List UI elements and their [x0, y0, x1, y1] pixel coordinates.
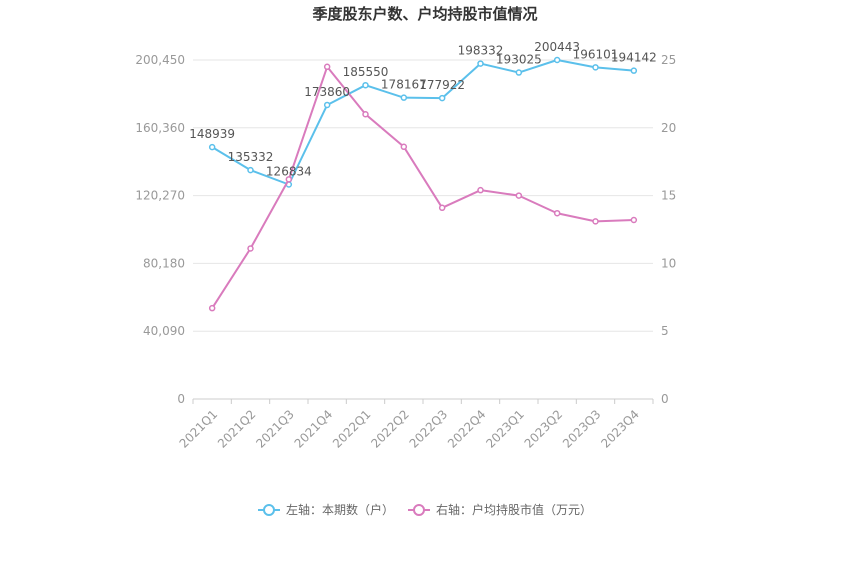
- x-tick-label: 2021Q2: [215, 407, 259, 451]
- data-label: 135332: [228, 150, 274, 164]
- data-label: 193025: [496, 53, 542, 67]
- data-label: 198332: [458, 44, 504, 58]
- data-point-1: [438, 94, 446, 102]
- right-tick-label: 20: [661, 121, 676, 135]
- grid: [193, 59, 653, 332]
- left-tick-label: 0: [177, 392, 185, 406]
- data-point-1: [247, 166, 254, 174]
- x-tick-label: 2023Q2: [522, 407, 566, 451]
- data-point-2: [630, 216, 638, 224]
- data-point-1: [630, 67, 638, 74]
- legend-marker: [263, 504, 275, 516]
- right-tick-label: 0: [661, 392, 669, 406]
- left-tick-label: 40,090: [143, 324, 185, 338]
- data-point-2: [400, 143, 408, 151]
- data-label: 178167: [381, 78, 427, 92]
- chart-title: 季度股东户数、户均持股市值情况: [312, 5, 537, 23]
- data-point-1: [477, 60, 484, 67]
- x-tick-label: 2022Q3: [407, 407, 451, 451]
- data-point-2: [208, 304, 216, 312]
- data-point-2: [247, 245, 254, 252]
- x-tick-label: 2021Q3: [253, 407, 297, 451]
- data-point-1: [323, 101, 331, 109]
- data-label: 173860: [304, 85, 350, 99]
- data-point-2: [553, 209, 561, 217]
- x-tick-label: 2022Q1: [330, 407, 374, 451]
- right-tick-label: 25: [661, 53, 676, 67]
- data-point-2: [438, 204, 446, 212]
- left-axis: 0 40,090 80,180 120,270 160,360 200,450: [135, 53, 185, 406]
- data-point-2: [477, 186, 484, 194]
- legend-item-2[interactable]: 右轴：户均持股市值（万元）: [408, 502, 592, 517]
- x-tick-label: 2023Q4: [598, 407, 642, 451]
- data-label: 194142: [611, 51, 657, 65]
- x-tick-label: 2022Q2: [368, 407, 412, 451]
- data-label: 177922: [419, 78, 465, 92]
- data-point-2: [362, 110, 369, 118]
- left-tick-label: 120,270: [135, 189, 185, 203]
- left-tick-label: 200,450: [135, 53, 185, 67]
- data-point-2: [592, 218, 599, 225]
- x-tick-label: 2023Q1: [483, 407, 527, 451]
- left-tick-label: 80,180: [143, 256, 185, 270]
- data-point-1: [362, 81, 369, 89]
- data-label: 126834: [266, 164, 312, 178]
- series-layer: [208, 56, 638, 312]
- legend-marker: [413, 504, 425, 516]
- legend-item-1[interactable]: 左轴：本期数（户）: [258, 502, 394, 517]
- x-tick-label: 2021Q4: [292, 407, 336, 451]
- right-tick-label: 15: [661, 189, 676, 203]
- data-point-1: [592, 64, 599, 71]
- series-line-1: [211, 59, 634, 186]
- data-point-1: [553, 56, 561, 64]
- x-axis: 2021Q12021Q22021Q32021Q42022Q12022Q22022…: [177, 398, 654, 451]
- x-tick-label: 2022Q4: [445, 407, 489, 451]
- data-point-1: [515, 69, 523, 76]
- data-label: 185550: [343, 65, 389, 79]
- legend-label: 右轴：户均持股市值（万元）: [436, 502, 592, 517]
- right-axis: 0 5 10 15 20 25: [661, 53, 676, 406]
- data-label: 148939: [189, 127, 235, 141]
- data-label: 196101: [573, 47, 619, 61]
- data-point-2: [323, 63, 331, 71]
- data-point-1: [208, 143, 216, 151]
- left-tick-label: 160,360: [135, 121, 185, 135]
- legend-label: 左轴：本期数（户）: [286, 502, 394, 517]
- data-point-2: [515, 192, 523, 199]
- x-tick-label: 2021Q1: [177, 407, 221, 451]
- series-line-2: [211, 65, 634, 309]
- data-point-1: [400, 94, 408, 101]
- right-tick-label: 10: [661, 256, 676, 270]
- data-label: 200443: [534, 40, 580, 54]
- data-point-2: [285, 176, 293, 183]
- right-tick-label: 5: [661, 324, 669, 338]
- x-tick-label: 2023Q3: [560, 407, 604, 451]
- legend[interactable]: 左轴：本期数（户） 右轴：户均持股市值（万元）: [258, 502, 592, 517]
